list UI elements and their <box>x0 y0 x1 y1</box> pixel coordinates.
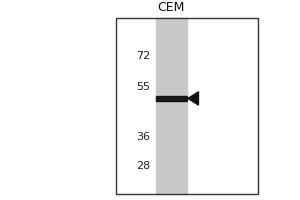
Text: CEM: CEM <box>158 1 185 14</box>
Bar <box>156 18 187 194</box>
Text: 72: 72 <box>136 51 150 61</box>
Bar <box>156 96 187 101</box>
Polygon shape <box>188 92 199 105</box>
Text: 28: 28 <box>136 161 150 171</box>
Text: 55: 55 <box>136 82 150 92</box>
Bar <box>116 18 258 194</box>
Bar <box>116 18 258 194</box>
Text: 36: 36 <box>136 132 150 142</box>
